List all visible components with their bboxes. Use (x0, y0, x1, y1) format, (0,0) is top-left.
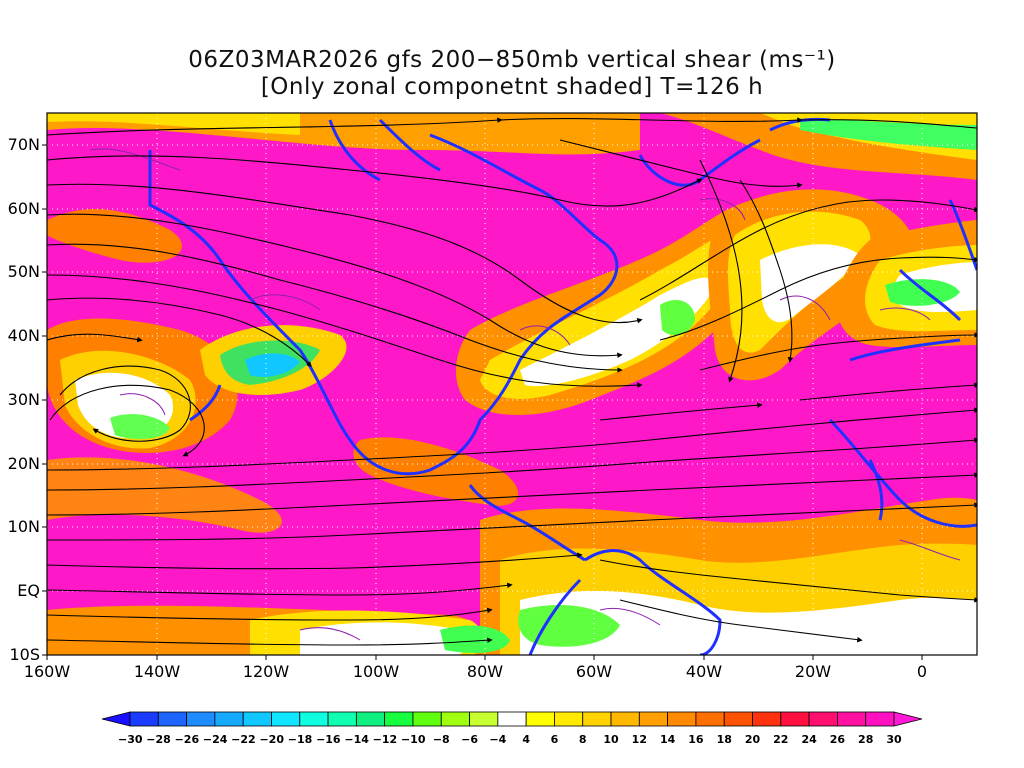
lat-label-40n: 40N (7, 326, 40, 345)
colorbar-tick-label: −6 (461, 733, 478, 746)
colorbar (101, 711, 923, 727)
colorbar-swatch (469, 711, 499, 727)
colorbar-swatch (610, 711, 640, 727)
shear-shading (47, 113, 977, 655)
lat-label-70n: 70N (7, 135, 40, 154)
lat-label-30n: 30N (7, 390, 40, 409)
lat-label-20n: 20N (7, 454, 40, 473)
colorbar-tick-label: −10 (400, 733, 426, 746)
colorbar-tick-label: −24 (202, 733, 228, 746)
colorbar-swatch (271, 711, 301, 727)
coastlines (148, 117, 977, 655)
colorbar-swatch (723, 711, 753, 727)
colorbar-swatch (299, 711, 329, 727)
colorbar-tick-label: −12 (372, 733, 398, 746)
lon-label-20w: 20W (794, 662, 832, 681)
colorbar-swatch (242, 711, 272, 727)
colorbar-swatch (355, 711, 386, 727)
colorbar-arrow-low (101, 711, 131, 727)
lat-label-10s: 10S (9, 645, 40, 664)
colorbar-tick-label: 10 (603, 733, 619, 746)
lon-label-160w: 160W (23, 662, 71, 681)
colorbar-tick-label: −26 (174, 733, 200, 746)
lon-label-80w: 80W (466, 662, 504, 681)
colorbar-swatch (808, 711, 838, 727)
colorbar-tick-label: 16 (688, 733, 704, 746)
colorbar-tick-label: 22 (773, 733, 789, 746)
colorbar-swatch (837, 711, 867, 727)
contours (89, 148, 961, 641)
colorbar-swatch (186, 711, 216, 727)
colorbar-tick-label: −14 (344, 733, 369, 746)
colorbar-swatch (582, 711, 612, 727)
colorbar-tick-label: −4 (489, 733, 507, 746)
colorbar-tick-label: 8 (578, 733, 587, 746)
lat-label-60n: 60N (7, 199, 40, 218)
colorbar-tick-label: 24 (801, 733, 817, 746)
colorbar-swatch (752, 711, 782, 727)
colorbar-tick-label: −18 (287, 733, 313, 746)
gridlines (47, 113, 977, 655)
colorbar-swatch (695, 711, 725, 727)
lat-label-eq: EQ (17, 581, 40, 600)
lat-label-10n: 10N (7, 517, 40, 536)
colorbar-swatch (667, 711, 697, 727)
lon-label-40w: 40W (685, 662, 723, 681)
colorbar-swatch (440, 711, 470, 727)
colorbar-swatch (780, 711, 810, 727)
lon-label-140w: 140W (133, 662, 181, 681)
lon-label-0: 0 (916, 662, 928, 681)
colorbar-swatch (525, 711, 555, 727)
colorbar-tick-label: 6 (550, 733, 559, 746)
colorbar-tick-label: −30 (118, 733, 143, 746)
lon-label-60w: 60W (575, 662, 613, 681)
streamlines (47, 117, 977, 646)
colorbar-swatch (129, 711, 159, 727)
colorbar-tick-label: −16 (316, 733, 341, 746)
colorbar-tick-label: 28 (858, 733, 874, 746)
map-field (47, 113, 977, 655)
colorbar-tick-label: 14 (659, 733, 676, 746)
colorbar-tick-label: 30 (886, 733, 902, 746)
chart-title-line1: 06Z03MAR2026 gfs 200−850mb vertical shea… (188, 47, 836, 73)
colorbar-tick-label: −28 (146, 733, 171, 746)
lat-label-50n: 50N (7, 262, 40, 281)
colorbar-tick-label: 20 (744, 733, 761, 746)
chart-title-line2: [Only zonal componetnt shaded] T=126 h (260, 74, 764, 100)
colorbar-tick-label: 26 (829, 733, 846, 746)
colorbar-tick-label: −8 (432, 733, 450, 746)
colorbar-swatch (638, 711, 669, 727)
colorbar-tick-label: 18 (716, 733, 732, 746)
colorbar-tick-label: 4 (522, 733, 530, 746)
colorbar-swatch (327, 711, 357, 727)
lon-label-120w: 120W (242, 662, 290, 681)
colorbar-tick-label: 12 (631, 733, 647, 746)
colorbar-swatch (157, 711, 187, 727)
colorbar-swatch (384, 711, 414, 727)
colorbar-tick-label: −20 (259, 733, 284, 746)
colorbar-swatch (412, 711, 442, 727)
map-frame (46, 112, 978, 656)
colorbar-swatch (497, 711, 527, 727)
lon-label-100w: 100W (352, 662, 400, 681)
colorbar-swatch (865, 711, 895, 727)
colorbar-arrow-high (893, 711, 923, 727)
colorbar-swatch (554, 711, 584, 727)
colorbar-tick-label: −22 (231, 733, 256, 746)
axis-ticks (42, 144, 923, 660)
colorbar-swatch (214, 711, 244, 727)
